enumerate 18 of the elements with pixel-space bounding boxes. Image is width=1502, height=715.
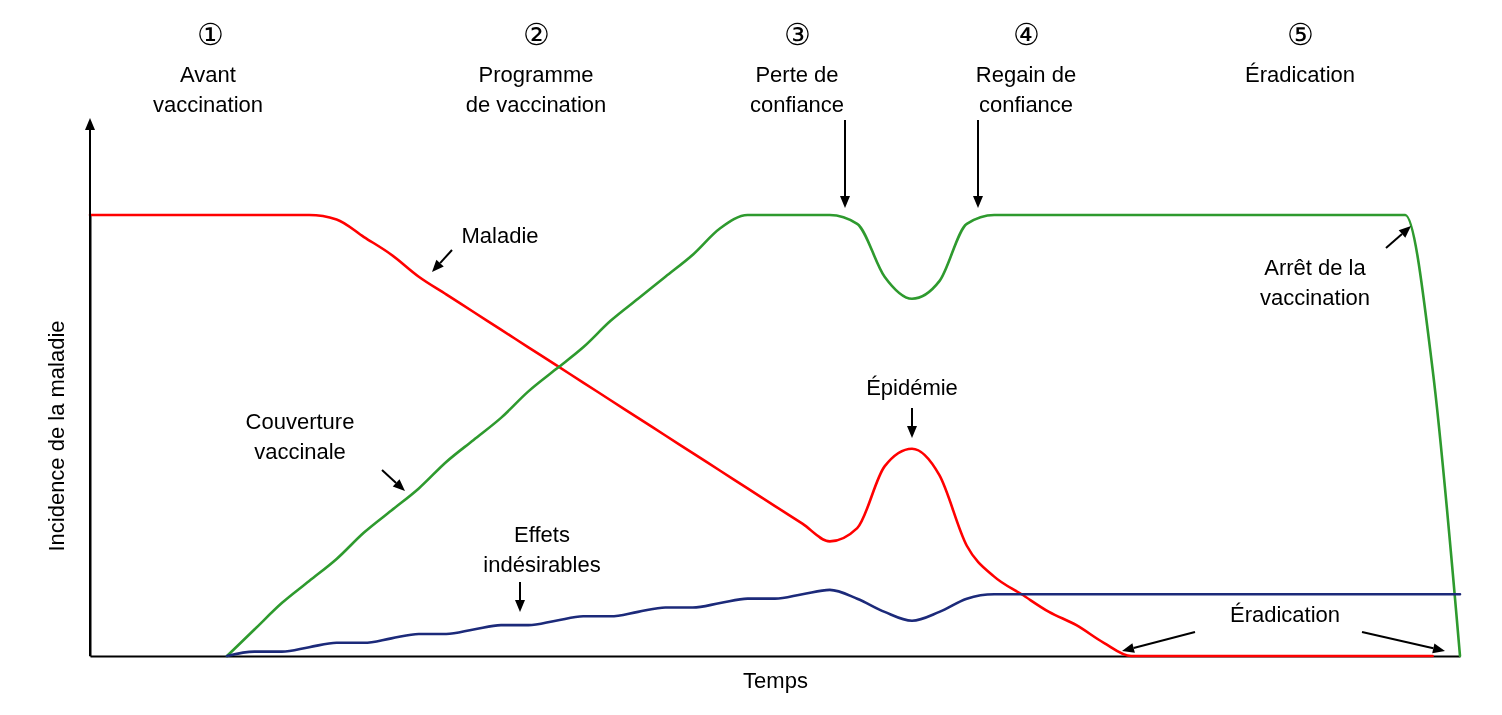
x-axis-title: Temps [743,667,808,693]
text: Perte de confiance [749,62,845,117]
annotation: Éradication [1229,602,1341,627]
text: ② [522,18,550,51]
text: ① [196,18,224,51]
text: Avant vaccination [152,62,264,117]
text: Éradication [1244,62,1356,87]
text: Programme de vaccination [465,62,607,117]
text: Maladie [461,223,539,248]
text: Regain de confiance [975,62,1077,117]
annotation: Épidémie [866,375,958,400]
annotation: Arrêt de la vaccination [1259,255,1371,310]
y-axis-title: Incidence de la maladie [43,320,69,552]
text: ④ [1012,18,1040,51]
series-label: Effets indésirables [483,522,601,577]
text: ③ [783,18,811,51]
text: ⑤ [1286,18,1314,51]
text: Couverture vaccinale [245,409,355,464]
